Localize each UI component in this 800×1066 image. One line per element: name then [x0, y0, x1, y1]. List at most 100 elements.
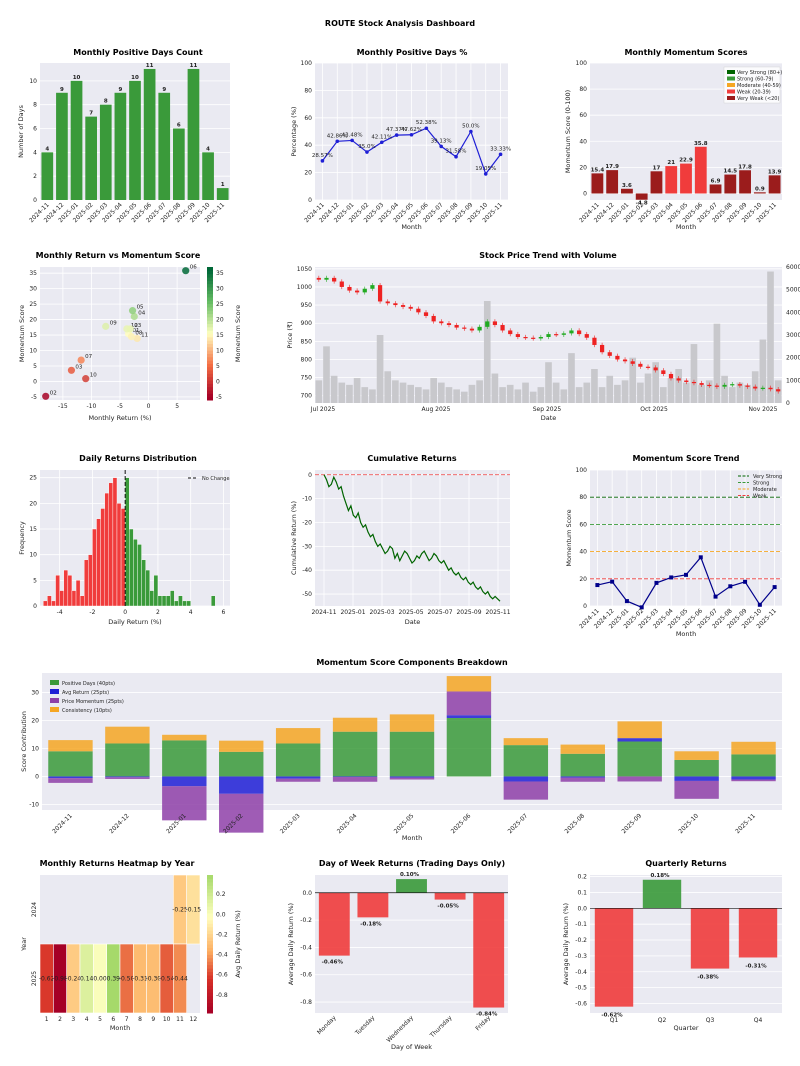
volume-bar: [407, 384, 415, 403]
heatmap-xtick-4: 4: [85, 1016, 89, 1023]
hist-bar: [157, 595, 163, 607]
legend-swatch-momentum-1: [727, 76, 735, 81]
ylabel-pos-days-pct: Percentage (%): [290, 107, 298, 157]
cumulative-ytick: -20: [302, 519, 312, 526]
label-dow-Wednesday: 0.10%: [400, 872, 420, 878]
candle-body: [500, 325, 505, 331]
point-pos-days-pct-2025-04: [394, 133, 399, 137]
volume-ytick: 5000: [786, 287, 800, 294]
stack-2-2025-09: [617, 776, 662, 782]
stack-0-2025-07: [503, 745, 549, 777]
stack-1-2025-06: [446, 715, 492, 719]
candle-body: [370, 285, 375, 289]
stack-1-2024-11: [48, 776, 93, 779]
colorbar-segment: [207, 286, 213, 291]
stack-0-2025-04: [332, 731, 378, 777]
heat-label-2025-1: -0.62: [39, 976, 55, 983]
label-momentum-2024-12: 17.9: [605, 164, 619, 170]
colorbar-segment: [207, 280, 213, 285]
stack-0-2025-10: [674, 759, 719, 777]
volume-bar: [667, 378, 675, 403]
heat-colorbar-segment: [207, 992, 213, 997]
legend-swatch-components-3: [50, 707, 59, 712]
scatter-label-2: 03: [75, 364, 82, 370]
xtick-components-2025-07: 2025-07: [507, 812, 530, 835]
xlabel-return-vs-momentum: Monthly Return (%): [89, 414, 152, 422]
heat-label-2024-11: -0.25: [172, 907, 188, 914]
pos-days-pct-ytick: 100: [301, 60, 313, 67]
candle-body: [538, 336, 543, 339]
plot-area-cumulative: [315, 470, 510, 606]
bar-pos-days-2025-08: [173, 128, 185, 200]
stack-3-2025-06: [446, 676, 492, 692]
candle-body: [462, 327, 467, 329]
bar-pos-days-2024-12: [56, 92, 68, 200]
heat-colorbar-segment: [207, 988, 213, 993]
candle-body: [385, 301, 390, 304]
heatmap-xtick-7: 7: [125, 1016, 129, 1023]
heat-label-2025-7: -0.50: [119, 976, 135, 983]
bar-momentum-2025-06: [694, 146, 707, 194]
candle-body: [531, 337, 536, 339]
stack-0-2025-09: [617, 741, 662, 777]
volume-bar: [323, 346, 330, 403]
volume-bar: [598, 387, 606, 403]
pos-days-count-ytick: 6: [33, 126, 37, 133]
point-pos-days-pct-2025-03: [380, 140, 384, 145]
volume-bar: [453, 389, 460, 403]
hist-bar: [108, 482, 114, 607]
candle-body: [607, 352, 612, 356]
xtick-components-2025-09: 2025-09: [620, 812, 643, 835]
return-vs-momentum-ytick: -5: [31, 394, 37, 401]
return-vs-momentum-ytick: 20: [29, 317, 37, 324]
volume-bar: [369, 389, 376, 403]
label-dow-Tuesday: -0.18%: [360, 921, 382, 927]
point-pos-days-pct-2025-06: [424, 126, 429, 131]
legend-threshold-label-3: Weak: [753, 494, 767, 500]
scatter-point-0: [42, 392, 50, 400]
colorbar-tick: 5: [216, 363, 220, 370]
quarterly-ytick: 0.1: [577, 889, 587, 896]
colorbar-segment: [207, 376, 213, 381]
xtick-cumulative-2: 2025-03: [369, 609, 394, 616]
volume-bar: [506, 384, 514, 403]
colorbar-tick: 20: [216, 317, 224, 324]
volume-bar: [537, 387, 545, 403]
volume-bar: [353, 378, 361, 403]
returns-dist-ytick: 10: [29, 552, 37, 559]
candle-body: [546, 334, 551, 337]
candle-body: [400, 305, 406, 307]
volume-bar: [614, 384, 621, 403]
hist-bar: [71, 590, 77, 607]
volume-bar: [759, 339, 767, 403]
hist-bar: [79, 595, 85, 607]
volume-ytick: 6000: [786, 264, 800, 271]
xtick-components-2025-08: 2025-08: [564, 812, 587, 835]
point-momentum-trend-2024-11: [595, 583, 600, 588]
stack-0-2025-08: [560, 753, 605, 777]
pos-days-count-ytick: 4: [33, 149, 37, 156]
returns-dist-ytick: 0: [33, 603, 37, 610]
heat-label-2025-8: -0.31: [132, 976, 148, 983]
heat-cell-2025-11: [173, 943, 187, 1014]
legend-label-momentum-0: Very Strong (80+): [737, 70, 782, 76]
returns-dist-ytick: 20: [29, 500, 37, 507]
hist-bar: [120, 508, 126, 607]
ylabel-pos-days-count: Number of Days: [17, 105, 25, 158]
hist-bar: [67, 575, 73, 607]
hist-bar: [186, 600, 191, 607]
candle-body: [707, 384, 712, 387]
label-quarter-Q3: -0.38%: [697, 975, 719, 981]
label-pos-days-pct-2025-03: 42.11%: [371, 134, 392, 140]
colorbar-segment: [207, 293, 213, 298]
bar-quarter-Q3: [690, 908, 730, 969]
point-momentum-trend-2025-07: [713, 594, 718, 599]
legend-swatch-components-0: [50, 680, 59, 685]
point-momentum-trend-2025-11: [772, 585, 777, 590]
xlabel-quarterly: Quarter: [673, 1024, 698, 1032]
pos-days-pct-ytick: 40: [304, 142, 312, 149]
hist-bar: [55, 575, 60, 607]
volume-bar: [660, 387, 667, 403]
colorbar-segment: [207, 393, 213, 398]
